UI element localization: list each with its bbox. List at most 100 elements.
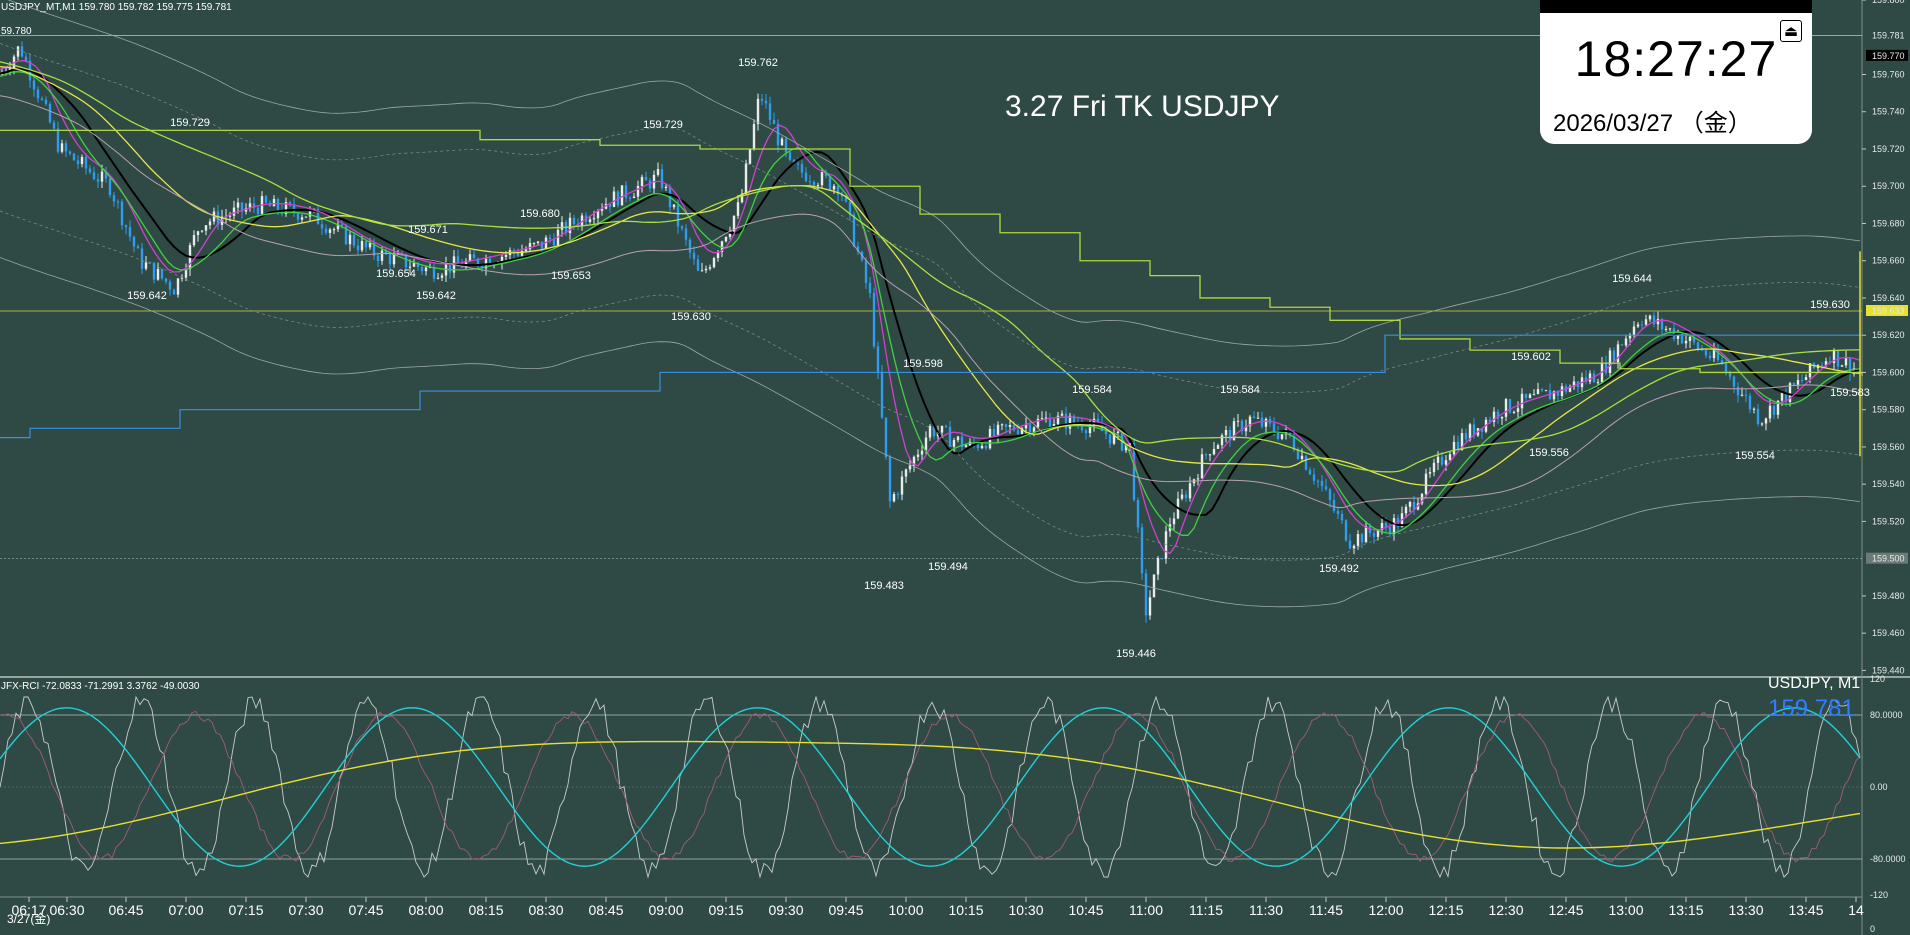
candle-body	[1440, 456, 1444, 465]
candle-body	[368, 242, 372, 248]
candle-body	[1776, 400, 1780, 415]
band-lower-inner-line	[0, 210, 1861, 561]
candle-body	[1024, 424, 1028, 429]
candle-body	[1500, 416, 1504, 419]
candle-body	[748, 149, 752, 164]
candle-body	[664, 186, 668, 189]
candle-body	[1656, 319, 1660, 325]
candle-body	[88, 168, 92, 173]
ma-green-line	[0, 71, 1861, 536]
time-axis-label: 11:45	[1309, 902, 1343, 918]
candle-body	[1552, 391, 1556, 400]
candle-body	[332, 229, 336, 231]
price-axis-label: 159.633	[1872, 306, 1905, 316]
price-axis-label: 159.560	[1872, 442, 1905, 452]
candle-body	[1572, 381, 1576, 387]
price-annotation: 159.644	[1612, 273, 1652, 285]
candle-body	[344, 225, 348, 245]
candle-body	[228, 215, 232, 217]
candle-body	[1156, 557, 1160, 575]
candle-body	[636, 185, 640, 197]
candle-body	[1392, 518, 1396, 535]
candle-body	[288, 202, 292, 205]
candle-body	[1620, 344, 1624, 346]
candle-body	[1728, 372, 1732, 377]
candle-body	[1336, 510, 1340, 514]
rci-cyan-line	[0, 707, 1861, 867]
candle-body	[980, 445, 984, 449]
candle-body	[412, 262, 416, 267]
candle-body	[1764, 418, 1768, 424]
candle-body	[1028, 424, 1032, 433]
candle-body	[96, 179, 100, 182]
candle-body	[1456, 441, 1460, 450]
time-axis-label: 06:30	[49, 902, 84, 918]
candle-body	[960, 436, 964, 448]
candle-body	[1084, 430, 1088, 434]
candle-body	[176, 278, 180, 295]
candle-body	[848, 201, 852, 215]
candle-body	[1324, 486, 1328, 490]
candle-body	[1592, 373, 1596, 383]
rci-indicator-panel[interactable]: 120 80.0000 0.00 -80.0000 -120 0	[0, 674, 1906, 934]
price-annotation: 159.494	[928, 561, 968, 573]
candle-body	[476, 258, 480, 266]
candle-body	[120, 201, 124, 226]
candle-body	[784, 138, 788, 153]
candle-body	[880, 371, 884, 418]
price-annotation: 159.630	[671, 311, 711, 323]
candle-body	[912, 456, 916, 466]
price-annotation: 159.583	[1830, 387, 1870, 399]
candle-body	[232, 207, 236, 216]
time-axis: 06:17 06:30 06:45 07:00 07:15 07:30 07:45 08:00…	[11, 897, 1864, 918]
candle-body	[1080, 424, 1084, 431]
candle-body	[1504, 399, 1508, 417]
time-axis-label: 10:30	[1008, 902, 1043, 918]
eject-icon[interactable]: ⏏	[1780, 20, 1802, 42]
candle-body	[908, 465, 912, 470]
candle-body	[708, 267, 712, 269]
candle-body	[800, 164, 804, 173]
candle-body	[1616, 344, 1620, 363]
candle-body	[1800, 380, 1804, 382]
candle-body	[1288, 429, 1292, 436]
candle-body	[208, 221, 212, 226]
price-annotation: 159.642	[416, 290, 456, 302]
price-annotation: 159.483	[864, 580, 904, 592]
candle-body	[1068, 415, 1072, 429]
candle-body	[320, 224, 324, 229]
candle-body	[1404, 506, 1408, 514]
candle-body	[468, 254, 472, 261]
candle-body	[1012, 424, 1016, 431]
candle-body	[948, 426, 952, 447]
time-axis-label: 08:45	[588, 902, 623, 918]
time-axis-label: 10:45	[1068, 902, 1103, 918]
candle-body	[1568, 386, 1572, 392]
candle-body	[1748, 395, 1752, 410]
candle-body	[1676, 333, 1680, 339]
price-annotation: 159.602	[1511, 351, 1551, 363]
candle-body	[1424, 473, 1428, 494]
candle-body	[1072, 415, 1076, 424]
candle-body	[1760, 423, 1764, 425]
candle-body	[1116, 431, 1120, 433]
candle-body	[40, 98, 44, 100]
candle-body	[1356, 534, 1360, 546]
candle-body	[1708, 355, 1712, 359]
price-annotation: 159.762	[738, 57, 778, 69]
candle-body	[156, 268, 160, 280]
candle-body	[24, 56, 28, 61]
candle-body	[56, 128, 60, 152]
candle-body	[956, 436, 960, 441]
candle-body	[764, 100, 768, 104]
candle-body	[380, 250, 384, 261]
candle-body	[1788, 383, 1792, 402]
time-axis-label: 13:30	[1728, 902, 1763, 918]
candle-body	[808, 181, 812, 183]
candle-body	[1660, 319, 1664, 330]
candle-body	[1344, 520, 1348, 541]
candle-body	[648, 180, 652, 189]
candle-body	[656, 169, 660, 175]
